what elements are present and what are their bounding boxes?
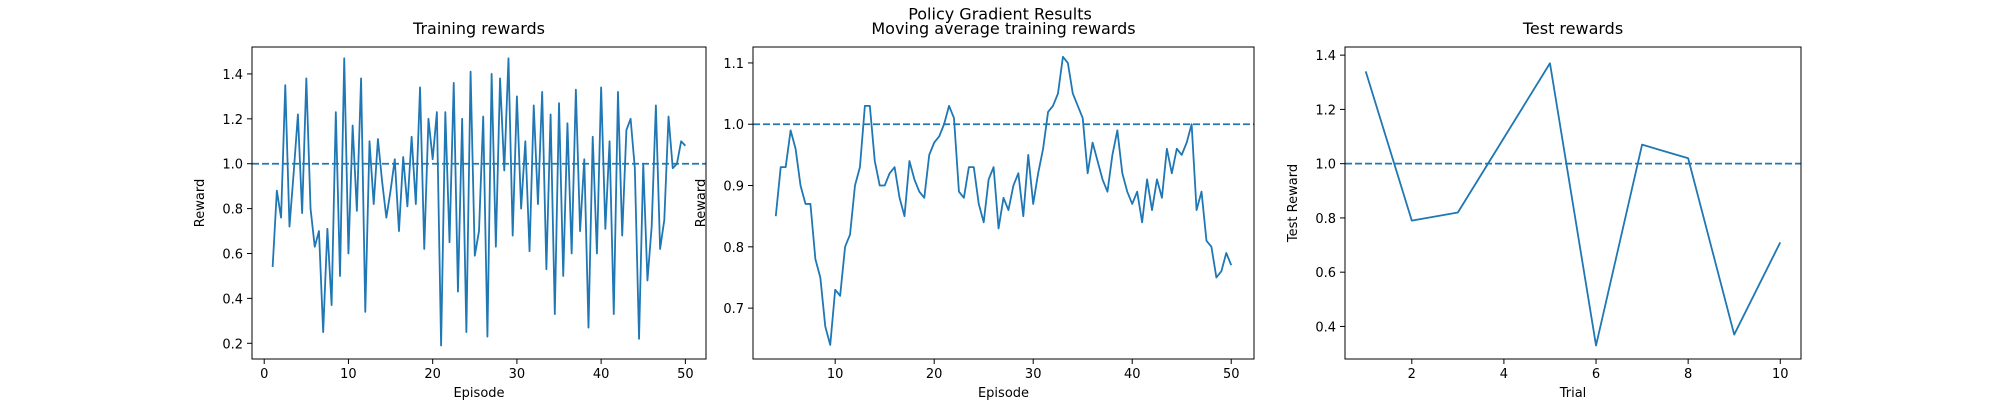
y-tick-label: 0.7 [723,302,744,317]
x-tick-label: 8 [1684,367,1692,382]
y-tick-label: 0.8 [1315,212,1336,227]
y-tick-label: 0.6 [222,248,243,263]
subplot-title: Test rewards [1522,19,1623,38]
y-tick-label: 1.4 [1315,49,1336,64]
y-tick-label: 1.0 [1315,158,1336,173]
y-tick-label: 1.4 [222,68,243,83]
x-axis-label: Episode [978,386,1029,400]
y-tick-label: 0.4 [1315,320,1336,335]
y-tick-label: 1.0 [222,158,243,173]
x-tick-label: 50 [1223,367,1240,382]
subplot-title: Training rewards [412,19,545,38]
x-tick-label: 4 [1500,367,1508,382]
axes-frame [251,46,707,360]
y-axis-label: Reward [694,179,709,227]
y-axis-label: Reward [193,179,208,227]
x-tick-label: 10 [340,367,357,382]
y-tick-label: 0.4 [222,292,243,307]
x-axis-label: Trial [1559,386,1587,400]
y-tick-label: 0.9 [723,180,744,195]
x-tick-label: 10 [827,367,844,382]
x-tick-label: 30 [1025,367,1042,382]
axes-frame [752,46,1255,360]
x-tick-label: 20 [926,367,943,382]
y-tick-label: 0.8 [222,203,243,218]
y-tick-label: 1.2 [1315,103,1336,118]
y-tick-label: 0.8 [723,241,744,256]
y-tick-label: 1.2 [222,113,243,128]
x-tick-label: 2 [1408,367,1416,382]
x-tick-label: 50 [677,367,694,382]
x-tick-label: 0 [260,367,268,382]
x-axis-label: Episode [453,386,504,400]
x-tick-label: 20 [424,367,441,382]
data-line [271,57,687,347]
y-tick-label: 1.1 [723,57,744,72]
y-tick-label: 0.2 [222,337,243,352]
y-axis-label: Test Reward [1286,164,1301,243]
subplot-title: Moving average training rewards [871,19,1135,38]
axes-frame [1344,46,1802,360]
data-line [1364,62,1782,347]
y-tick-label: 0.6 [1315,266,1336,281]
x-tick-label: 6 [1592,367,1600,382]
x-tick-label: 10 [1772,367,1789,382]
x-tick-label: 30 [509,367,526,382]
x-tick-label: 40 [593,367,610,382]
figure-title: Policy Gradient Results [908,5,1092,24]
y-tick-label: 1.0 [723,118,744,133]
data-line [774,55,1233,346]
x-tick-label: 40 [1124,367,1141,382]
